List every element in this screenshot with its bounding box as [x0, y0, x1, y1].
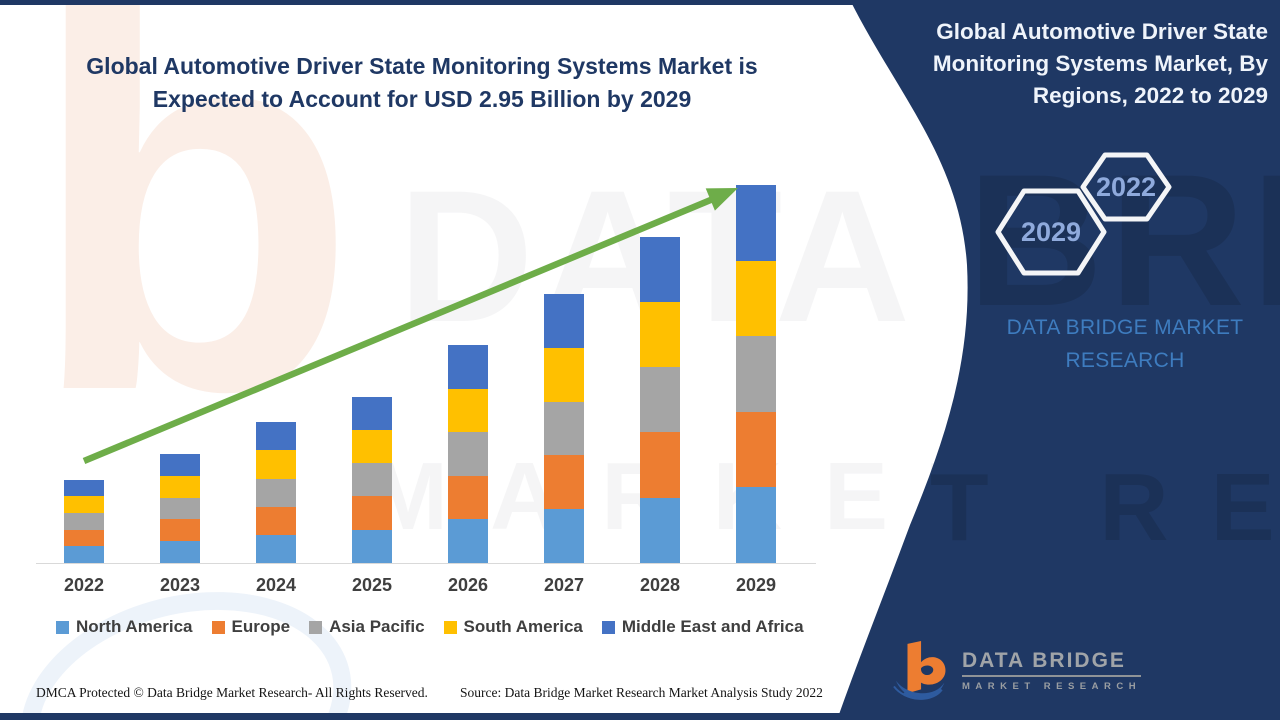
bar-segment-2029-europe [736, 411, 776, 488]
x-axis-label-2027: 2027 [543, 575, 585, 595]
side-panel-shape [837, 0, 1280, 720]
trend-arrow [82, 188, 738, 465]
x-axis-label-2026: 2026 [447, 575, 489, 595]
bar-segment-2022-europe [64, 529, 104, 547]
bar-segment-2024-middle-east-and-africa [256, 422, 296, 451]
legend-item-north-america: North America [56, 617, 193, 637]
dmca-notice: DMCA Protected © Data Bridge Market Rese… [36, 685, 428, 700]
legend-item-asia-pacific: Asia Pacific [309, 617, 425, 637]
legend-label: Asia Pacific [329, 617, 425, 636]
bar-segment-2022-middle-east-and-africa [64, 479, 104, 497]
year-hexagons: 2022 2029 [995, 152, 1172, 276]
legend-label: Europe [231, 617, 291, 636]
bottom-border-strip [0, 713, 1280, 720]
bar-segment-2023-north-america [160, 541, 200, 563]
chart-title: Global Automotive Driver State Monitorin… [22, 50, 822, 115]
legend-label: North America [76, 617, 193, 636]
source-note: Source: Data Bridge Market Research Mark… [460, 685, 823, 700]
logo-tagline: MARKET RESEARCH [962, 680, 1142, 692]
bar-segment-2025-middle-east-and-africa [352, 396, 392, 430]
bar-segment-2029-middle-east-and-africa [736, 185, 776, 261]
logo-name: DATA BRIDGE [962, 649, 1142, 677]
x-axis-label-2025: 2025 [351, 575, 393, 595]
bar-segment-2022-asia-pacific [64, 513, 104, 530]
bar-segment-2023-south-america [160, 475, 200, 498]
bar-segment-2025-north-america [352, 529, 392, 563]
bar-segment-2025-europe [352, 496, 392, 530]
databridge-logo-icon [893, 640, 946, 700]
x-axis-label-2024: 2024 [255, 575, 297, 595]
bar-segment-2023-europe [160, 519, 200, 542]
bar-segment-2023-middle-east-and-africa [160, 454, 200, 476]
databridge-logo: DATA BRIDGE MARKET RESEARCH [892, 634, 1142, 706]
legend-swatch-icon [211, 620, 225, 634]
stacked-bar-chart: 2022 2023 2024 2025 2026 2027 2028 2029 [36, 185, 816, 595]
bar-segment-2024-south-america [256, 450, 296, 479]
bar-segment-2026-asia-pacific [448, 432, 488, 476]
hexagon-2022 [1080, 152, 1172, 222]
bar-segment-2028-europe [640, 432, 680, 498]
bar-segment-2024-asia-pacific [256, 478, 296, 507]
panel-watermark-line2: MARKET RESEARCH [368, 454, 1280, 561]
hexagon-2022-label: 2022 [1096, 172, 1156, 202]
top-border-strip [0, 0, 1280, 5]
x-axis-label-2029: 2029 [735, 575, 777, 595]
bar-segment-2027-south-america [544, 347, 584, 402]
bar-segment-2024-north-america [256, 534, 296, 563]
trend-arrow-line [82, 195, 715, 465]
bar-segment-2024-europe [256, 506, 296, 535]
bar-segment-2027-asia-pacific [544, 401, 584, 456]
bar-segment-2029-north-america [736, 487, 776, 563]
databridge-logo-text: DATA BRIDGE MARKET RESEARCH [962, 649, 1142, 692]
bar-segment-2025-asia-pacific [352, 463, 392, 497]
brand-wordmark: DATA BRIDGE MARKET RESEARCH [1006, 316, 1244, 372]
bar-segment-2029-south-america [736, 260, 776, 337]
chart-title-line1: Global Automotive Driver State Monitorin… [86, 53, 758, 79]
x-axis-label-2028: 2028 [639, 575, 681, 595]
bar-segment-2026-north-america [448, 519, 488, 563]
side-panel-title: Global Automotive Driver State Monitorin… [932, 19, 1268, 108]
trend-arrow-head [705, 188, 738, 211]
bar-segment-2027-europe [544, 455, 584, 510]
bar-segment-2022-north-america [64, 546, 104, 563]
logo-b-watermark: b [28, 0, 358, 503]
bar-segment-2025-south-america [352, 429, 392, 464]
bar-segment-2028-north-america [640, 497, 680, 563]
bar-segment-2023-asia-pacific [160, 497, 200, 520]
legend-label: South America [463, 617, 583, 636]
bar-segment-2026-middle-east-and-africa [448, 345, 488, 389]
bar-segment-2028-south-america [640, 301, 680, 368]
bar-segment-2026-south-america [448, 388, 488, 433]
chart-legend: North America Europe Asia Pacific South Ame… [56, 617, 823, 637]
legend-swatch-icon [56, 620, 69, 634]
x-axis-label-2022: 2022 [63, 575, 105, 595]
x-axis-line [36, 563, 816, 564]
legend-label: Middle East and Africa [621, 617, 804, 636]
legend-item-south-america: South America [443, 617, 583, 637]
bar-segment-2029-asia-pacific [736, 336, 776, 412]
legend-item-europe: Europe [211, 617, 291, 637]
bar-segment-2026-europe [448, 475, 488, 520]
bar-segment-2027-north-america [544, 509, 584, 563]
x-axis-label-2023: 2023 [159, 575, 201, 595]
bar-segment-2022-south-america [64, 496, 104, 514]
hexagon-2029 [995, 188, 1107, 276]
hexagon-2029-label: 2029 [1021, 217, 1081, 247]
chart-title-line2: Expected to Account for USD 2.95 Billion… [152, 85, 692, 112]
legend-item-middle-east-and-africa: Middle East and Africa [601, 617, 804, 637]
legend-swatch-icon [443, 620, 457, 634]
legend-swatch-icon [309, 620, 323, 634]
bar-segment-2027-middle-east-and-africa [544, 294, 584, 348]
bar-segment-2028-middle-east-and-africa [640, 236, 680, 302]
bar-segment-2028-asia-pacific [640, 367, 680, 433]
legend-swatch-icon [601, 620, 615, 634]
